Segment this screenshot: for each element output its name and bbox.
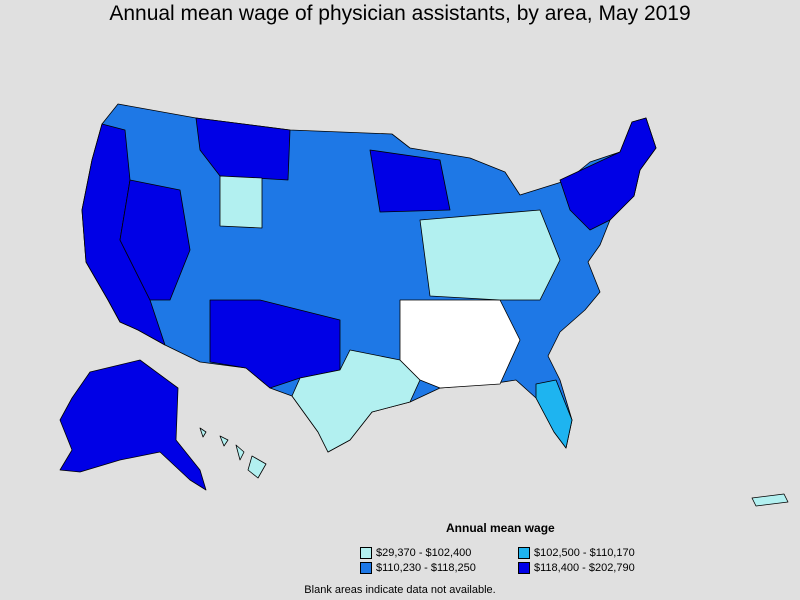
legend-label-4: $118,400 - $202,790 (534, 562, 635, 574)
texas-region (291, 349, 421, 453)
upper-midwest-region (369, 149, 451, 213)
legend-label-1: $29,370 - $102,400 (376, 547, 472, 559)
hawaii-region (199, 427, 267, 479)
legend-item-1: $29,370 - $102,400 (360, 547, 471, 559)
legend-swatch-1 (360, 547, 372, 559)
legend-item-2: $102,500 - $110,170 (518, 547, 635, 559)
south-region (399, 299, 521, 389)
legend-title: Annual mean wage (446, 521, 555, 535)
northeast-region (559, 117, 657, 231)
legend-label-2: $102,500 - $110,170 (534, 547, 635, 559)
blank-areas-note: Blank areas indicate data not available. (304, 584, 496, 596)
legend-swatch-2 (518, 547, 530, 559)
legend-swatch-3 (360, 562, 372, 574)
midwest-region (419, 209, 561, 301)
legend-item-3: $110,230 - $118,250 (360, 562, 476, 574)
legend-item-4: $118,400 - $202,790 (518, 562, 635, 574)
florida-region (535, 379, 573, 449)
legend-swatch-4 (518, 562, 530, 574)
alaska-region (59, 359, 207, 491)
great-basin-region (119, 179, 191, 301)
wyoming-region (219, 175, 263, 229)
map-title: Annual mean wage of physician assistants… (109, 2, 691, 25)
puerto-rico-region (751, 493, 789, 507)
legend-label-3: $110,230 - $118,250 (376, 562, 476, 574)
